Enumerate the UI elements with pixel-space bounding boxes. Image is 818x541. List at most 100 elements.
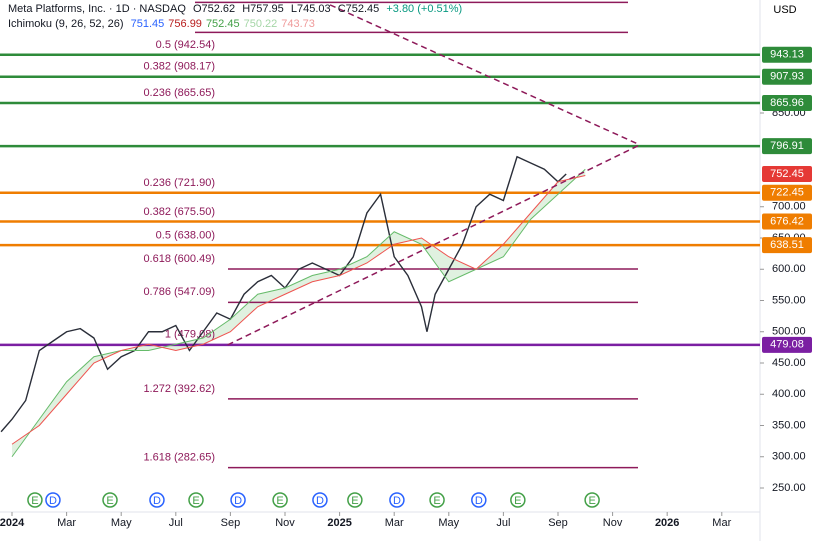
y-tick-label: 250.00	[772, 482, 806, 494]
event-icon	[230, 492, 246, 508]
price-tag-label: 638.51	[770, 239, 804, 251]
event-letter: D	[234, 495, 242, 507]
fib-label: 0.618 (600.49)	[143, 253, 215, 265]
price-tag-label: 479.08	[770, 339, 804, 351]
price-tag-label: 752.45	[770, 168, 804, 180]
trendline	[227, 144, 641, 346]
fib-label: 0.786 (547.09)	[143, 286, 215, 298]
event-letter: E	[351, 495, 358, 507]
close: C752.45	[337, 3, 380, 15]
price-tag	[762, 95, 812, 112]
y-tick-label: 300.00	[772, 451, 806, 463]
event-letter: E	[514, 495, 521, 507]
event-icon	[149, 492, 165, 508]
fib-label: 1.618 (282.65)	[143, 452, 215, 464]
y-tick-label: 700.00	[772, 201, 806, 213]
price-tag	[762, 184, 812, 201]
low: L745.03	[290, 3, 331, 15]
x-tick-label: Mar	[385, 517, 404, 529]
y-tick-label: 400.00	[772, 388, 806, 400]
price-tag-label: 865.96	[770, 97, 804, 109]
change: +3.80 (+0.51%)	[386, 3, 463, 15]
price-tag	[762, 165, 812, 182]
cloud-span	[11, 175, 586, 445]
x-tick-label: Sep	[548, 517, 568, 529]
y-tick-label: 500.00	[772, 326, 806, 338]
indicator: Ichimoku (9, 26, 52, 26)	[8, 18, 124, 30]
fib-label: 1.272 (392.62)	[143, 383, 215, 395]
symbol: Meta Platforms, Inc. · 1D · NASDAQ	[8, 3, 186, 15]
indicator-value: 743.73	[281, 18, 315, 30]
event-letter: D	[49, 495, 57, 507]
x-tick-label: Mar	[57, 517, 76, 529]
y-tick-label: 550.00	[772, 294, 806, 306]
fib-label: 0.5 (942.54)	[156, 39, 215, 51]
indicator-value: 756.99	[168, 18, 202, 30]
event-icon	[272, 492, 288, 508]
open: O752.62	[192, 3, 236, 15]
indicator-row: Ichimoku (9, 26, 52, 26) 751.45 756.99 752…	[8, 17, 466, 32]
event-icon	[312, 492, 328, 508]
fib-label: 0.382 (675.50)	[143, 206, 215, 218]
price-tag-label: 796.91	[770, 140, 804, 152]
event-letter: E	[433, 495, 440, 507]
event-icon	[188, 492, 204, 508]
price-tag	[762, 336, 812, 353]
event-icon	[27, 492, 43, 508]
indicator-value: 751.45	[130, 18, 165, 30]
cloud-span	[11, 168, 586, 458]
event-icon	[429, 492, 445, 508]
event-icon	[102, 492, 118, 508]
price-tag-label: 722.45	[770, 187, 804, 199]
event-icon	[471, 492, 487, 508]
event-icon	[389, 492, 405, 508]
fib-label: 0.5 (638.00)	[156, 229, 215, 241]
x-tick-label: Sep	[221, 517, 241, 529]
x-tick-label: Jul	[169, 517, 183, 529]
x-tick-label: Nov	[275, 517, 295, 529]
price-tag	[762, 213, 812, 230]
price-tag	[762, 237, 812, 254]
high: H757.95	[242, 3, 284, 15]
price-tag	[762, 138, 812, 155]
x-tick-label: May	[111, 517, 132, 529]
event-letter: E	[276, 495, 283, 507]
indicator-value: 752.45	[205, 18, 240, 30]
fib-label: 0.382 (908.17)	[143, 61, 215, 73]
event-letter: E	[588, 495, 595, 507]
y-tick-label: 450.00	[772, 357, 806, 369]
price-tag	[762, 46, 812, 63]
x-tick-label: 2026	[655, 517, 679, 529]
event-letter: E	[106, 495, 113, 507]
price-line-series	[0, 155, 567, 433]
price-tag	[762, 68, 812, 85]
x-tick-label: 2024	[0, 517, 25, 529]
trendline	[329, 4, 641, 146]
quote-row: Meta Platforms, Inc. · 1D · NASDAQ O752.…	[8, 2, 466, 17]
fib-label: 0.236 (721.90)	[143, 177, 215, 189]
price-tag-label: 907.93	[770, 71, 804, 83]
event-letter: E	[192, 495, 199, 507]
event-letter: D	[475, 495, 483, 507]
price-tag-label: 676.42	[770, 215, 804, 227]
event-letter: D	[316, 495, 324, 507]
indicator-value: 750.22	[243, 18, 278, 30]
y-tick-label: 600.00	[772, 263, 806, 275]
x-tick-label: Mar	[712, 517, 731, 529]
x-tick-label: Nov	[603, 517, 623, 529]
event-icon	[45, 492, 61, 508]
event-letter: D	[153, 495, 161, 507]
x-tick-label: 2025	[327, 517, 351, 529]
event-letter: E	[31, 495, 38, 507]
y-tick-label: 350.00	[772, 419, 806, 431]
x-tick-label: Jul	[496, 517, 510, 529]
header: Meta Platforms, Inc. · 1D · NASDAQ O752.…	[8, 2, 466, 32]
event-icon	[347, 492, 363, 508]
event-icon	[510, 492, 526, 508]
x-tick-label: May	[438, 517, 459, 529]
fib-label: 0.236 (865.65)	[143, 87, 215, 99]
currency: USD	[773, 4, 796, 16]
price-tag-label: 943.13	[770, 49, 804, 61]
